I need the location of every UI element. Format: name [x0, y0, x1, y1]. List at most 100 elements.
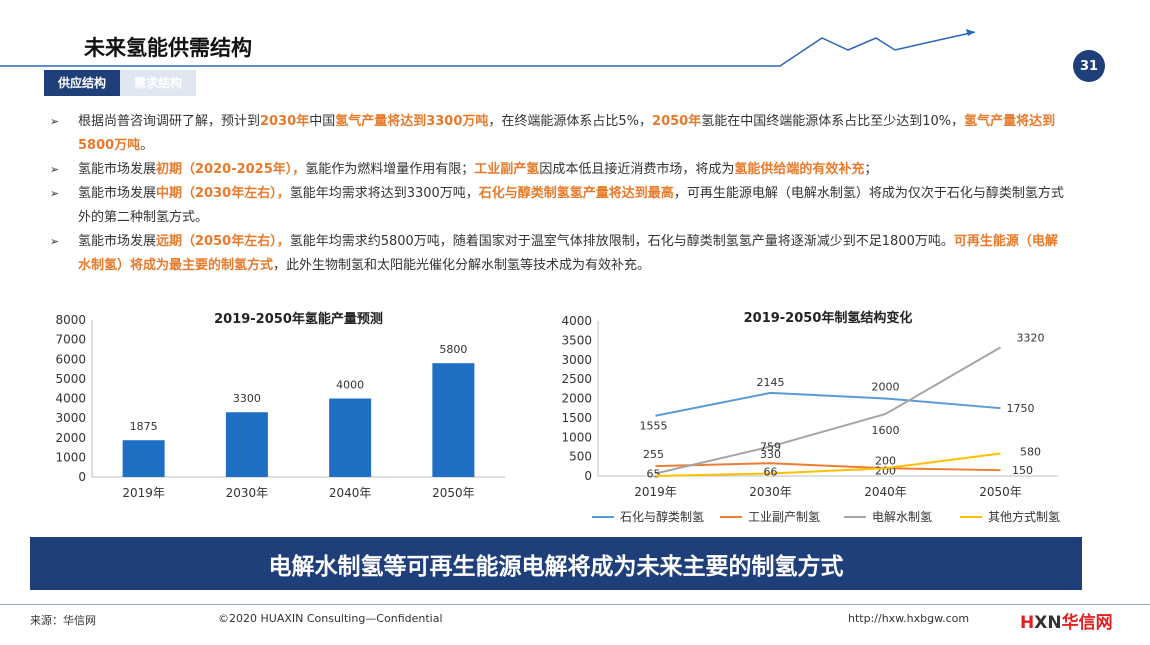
- huaxin-logo: HXN华信网: [1020, 613, 1113, 633]
- x-tick-label: 2050年: [432, 486, 475, 500]
- x-tick-label: 2030年: [749, 485, 792, 499]
- page-title: 未来氢能供需结构: [84, 36, 252, 60]
- bullet-item: ➢ 根据尚普咨询调研了解，预计到2030年中国氢气产量将达到3300万吨，在终端能…: [50, 110, 1070, 158]
- page-number: 31: [1073, 50, 1105, 82]
- x-tick-label: 2050年: [979, 485, 1022, 499]
- bullet-item: ➢ 氢能市场发展初期（2020-2025年），氢能作为燃料增量作用有限；工业副产氢…: [50, 158, 1070, 182]
- hydrogen-production-bar-chart: 2019-2050年氢能产量预测 0 1000 2000 3000 4000 5000 600…: [55, 311, 505, 500]
- bullet-text-run: 氢能市场发展: [78, 234, 157, 249]
- bullet-text: 氢能市场发展远期（2050年左右），氢能年均需求约5800万吨，随着国家对于温室…: [78, 230, 1070, 278]
- highlight-text: 远期（2050年左右），: [156, 234, 290, 249]
- tab-demand-structure[interactable]: 需求结构: [120, 70, 197, 96]
- bar: [122, 440, 165, 477]
- data-label: 66: [764, 465, 778, 478]
- x-tick-label: 2019年: [122, 486, 165, 500]
- series-line: [655, 452, 1001, 477]
- legend-label: 石化与醇类制氢: [620, 509, 704, 524]
- conclusion-banner: 电解水制氢等可再生能源电解将成为未来主要的制氢方式: [30, 537, 1082, 590]
- series-line: [655, 346, 1002, 475]
- arrow-bullet-icon: ➢: [50, 115, 60, 128]
- data-label: 2000: [872, 381, 900, 394]
- highlight-text: 石化与醇类制氢氢产量将达到最高: [478, 186, 674, 201]
- data-label: 330: [760, 448, 781, 461]
- highlight-text: 工业副产氢: [474, 162, 540, 177]
- data-label: 65: [647, 467, 661, 480]
- data-label: 3300: [233, 392, 261, 405]
- tab-supply-structure[interactable]: 供应结构: [44, 70, 121, 96]
- y-tick-label: 7000: [55, 333, 86, 347]
- legend-label: 工业副产制氢: [748, 509, 820, 524]
- footer-url[interactable]: http://hxw.hxbgw.com: [848, 612, 970, 625]
- data-label: 150: [1012, 464, 1033, 477]
- chart-title: 2019-2050年氢能产量预测: [214, 311, 383, 327]
- y-tick-label: 0: [584, 469, 592, 483]
- y-tick-label: 1000: [561, 430, 592, 444]
- highlight-text: 2050年: [652, 114, 702, 129]
- bullet-text-run: 氢能年均需求将达到3300万吨，: [289, 186, 479, 201]
- x-tick-label: 2040年: [329, 486, 372, 500]
- highlight-text: 2030年: [260, 114, 310, 129]
- data-label: 1600: [872, 424, 900, 437]
- highlight-text: 可再生能源（电解水制氢）将成为最主要的制氢方式: [78, 234, 1058, 273]
- arrow-bullet-icon: ➢: [50, 187, 60, 200]
- x-tick-label: 2019年: [634, 485, 677, 499]
- highlight-text: 初期（2020-2025年），: [156, 162, 306, 177]
- bullet-text: 氢能市场发展初期（2020-2025年），氢能作为燃料增量作用有限；工业副产氢因…: [78, 158, 1070, 182]
- bullet-text-run: ，可再生能源电解（电解水制氢）将成为仅次于石化与醇类制氢方式外的第二种制氢方式。: [78, 186, 1064, 225]
- highlight-text: 中期（2030年左右），: [156, 186, 290, 201]
- data-label: 3320: [1017, 331, 1045, 344]
- bullet-item: ➢ 氢能市场发展中期（2030年左右），氢能年均需求将达到3300万吨，石化与醇类…: [50, 182, 1070, 230]
- y-tick-label: 500: [569, 450, 592, 464]
- arrow-bullet-icon: ➢: [50, 235, 60, 248]
- bar: [432, 363, 475, 477]
- arrow-bullet-icon: ➢: [50, 163, 60, 176]
- bullet-text-run: ；: [864, 162, 878, 177]
- y-tick-label: 1500: [561, 411, 592, 425]
- data-label: 5800: [439, 343, 467, 356]
- data-label: 1875: [130, 420, 158, 433]
- data-label: 759: [760, 441, 781, 454]
- bullet-text-run: ，在终端能源体系占比5%，: [488, 114, 653, 129]
- legend-label: 其他方式制氢: [988, 509, 1060, 524]
- bullet-text-run: 氢能市场发展: [78, 162, 157, 177]
- bullet-text-run: 。: [140, 138, 154, 153]
- chart-title: 2019-2050年制氢结构变化: [744, 310, 913, 326]
- y-tick-label: 3500: [561, 333, 592, 347]
- bullet-text-run: 根据尚普咨询调研了解，预计到: [78, 114, 261, 129]
- data-label: 2145: [757, 376, 785, 389]
- tab-bar: 供应结构 需求结构: [44, 70, 197, 96]
- y-tick-label: 4000: [561, 314, 592, 328]
- y-tick-label: 2000: [561, 392, 592, 406]
- bullet-text-run: 氢能作为燃料增量作用有限；: [305, 162, 475, 177]
- bullet-text-run: 中国: [309, 114, 336, 129]
- y-tick-label: 3000: [561, 353, 592, 367]
- y-tick-label: 1000: [55, 450, 86, 464]
- footer-source: 来源：华信网: [30, 614, 96, 627]
- y-tick-label: 6000: [55, 352, 86, 366]
- bar: [329, 398, 372, 477]
- y-tick-label: 3000: [55, 411, 86, 425]
- highlight-text: 氢气产量将达到3300万吨: [335, 114, 489, 129]
- bullet-text-run: 氢能在中国终端能源体系占比至少达到10%，: [701, 114, 965, 129]
- series-line: [655, 462, 1001, 472]
- legend-label: 电解水制氢: [872, 509, 932, 524]
- y-tick-label: 4000: [55, 392, 86, 406]
- bar: [225, 412, 268, 477]
- header-line: [0, 29, 976, 67]
- data-label: 200: [875, 454, 896, 467]
- y-tick-label: 2000: [55, 431, 86, 445]
- bullet-text-run: ，此外生物制氢和太阳能光催化分解水制氢等技术成为有效补充。: [273, 258, 651, 273]
- y-tick-label: 2500: [561, 372, 592, 386]
- data-label: 4000: [336, 379, 364, 392]
- x-tick-label: 2040年: [864, 485, 907, 499]
- bullet-text-run: 因成本低且接近消费市场，将成为: [539, 162, 735, 177]
- bullet-item: ➢ 氢能市场发展远期（2050年左右），氢能年均需求约5800万吨，随着国家对于温…: [50, 230, 1070, 278]
- footer-divider: [0, 604, 1150, 605]
- y-tick-label: 5000: [55, 372, 86, 386]
- bullet-list: ➢ 根据尚普咨询调研了解，预计到2030年中国氢气产量将达到3300万吨，在终端能…: [50, 110, 1070, 278]
- data-label: 1750: [1007, 402, 1035, 415]
- y-tick-label: 0: [78, 470, 86, 484]
- highlight-text: 氢能供给端的有效补充: [734, 162, 865, 177]
- data-label: 255: [643, 448, 664, 461]
- hydrogen-structure-line-chart: 2019-2050年制氢结构变化 0 500 1000 1500 2000 2500 3000…: [561, 310, 1060, 524]
